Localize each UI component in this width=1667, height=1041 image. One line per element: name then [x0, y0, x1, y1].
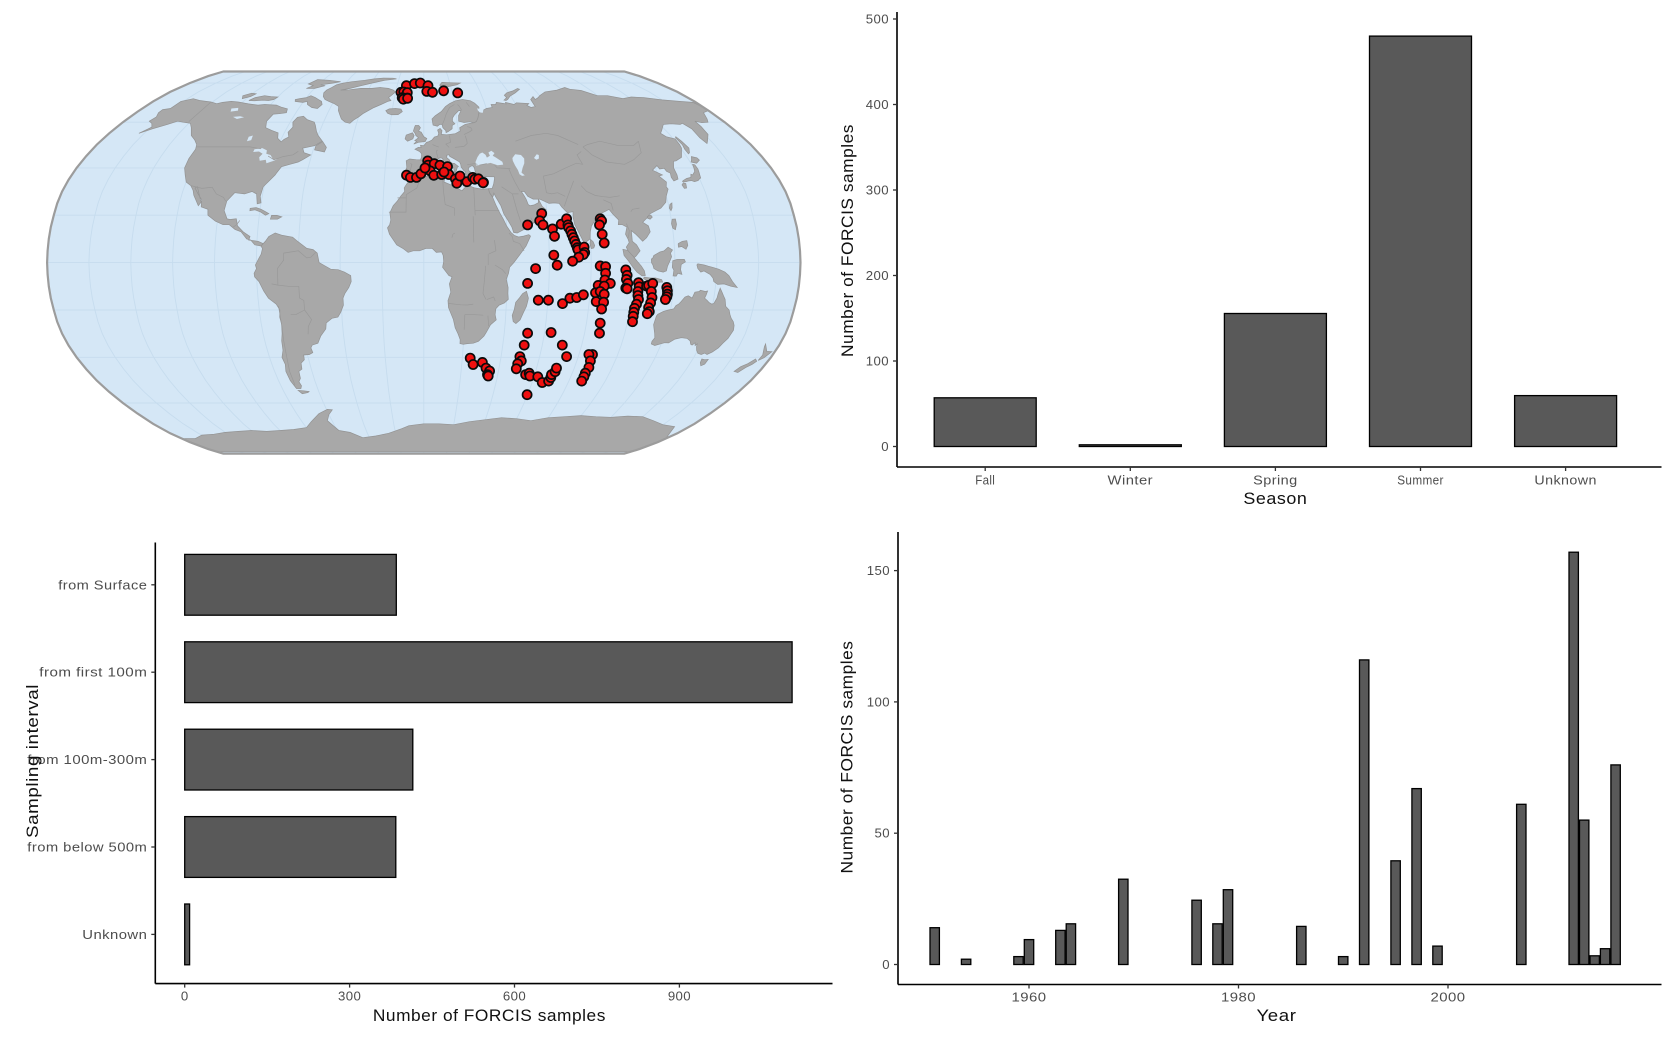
svg-text:900: 900 — [668, 989, 691, 1004]
svg-text:100: 100 — [867, 694, 890, 709]
svg-text:Year: Year — [1257, 1007, 1297, 1025]
svg-text:Winter: Winter — [1108, 473, 1154, 488]
svg-text:Sampling interval: Sampling interval — [24, 684, 42, 838]
svg-text:from 100m-300m: from 100m-300m — [27, 752, 147, 767]
svg-text:Season: Season — [1243, 490, 1307, 508]
svg-text:from below 500m: from below 500m — [27, 840, 147, 855]
svg-text:0: 0 — [881, 439, 889, 454]
svg-text:300: 300 — [338, 989, 361, 1004]
svg-text:Spring: Spring — [1253, 473, 1298, 488]
svg-text:50: 50 — [875, 826, 890, 841]
svg-text:Unknown: Unknown — [1534, 473, 1597, 488]
svg-text:0: 0 — [181, 989, 189, 1004]
svg-text:Fall: Fall — [975, 473, 995, 488]
svg-text:1980: 1980 — [1221, 990, 1256, 1005]
svg-text:0: 0 — [882, 957, 890, 972]
svg-text:1960: 1960 — [1012, 990, 1047, 1005]
svg-text:600: 600 — [503, 989, 526, 1004]
svg-text:Summer: Summer — [1397, 473, 1444, 488]
svg-text:Number of FORCIS samples: Number of FORCIS samples — [839, 641, 857, 874]
svg-text:from Surface: from Surface — [58, 577, 147, 592]
svg-text:Unknown: Unknown — [82, 927, 147, 942]
svg-text:150: 150 — [867, 563, 890, 578]
svg-text:300: 300 — [866, 183, 889, 198]
svg-text:from first 100m: from first 100m — [39, 665, 147, 680]
svg-text:400: 400 — [866, 97, 889, 112]
svg-text:100: 100 — [866, 354, 889, 369]
svg-text:2000: 2000 — [1431, 990, 1466, 1005]
svg-text:200: 200 — [866, 268, 889, 283]
svg-text:Number of FORCIS samples: Number of FORCIS samples — [839, 124, 857, 357]
svg-text:500: 500 — [866, 12, 889, 27]
svg-text:Number of FORCIS samples: Number of FORCIS samples — [373, 1007, 606, 1025]
